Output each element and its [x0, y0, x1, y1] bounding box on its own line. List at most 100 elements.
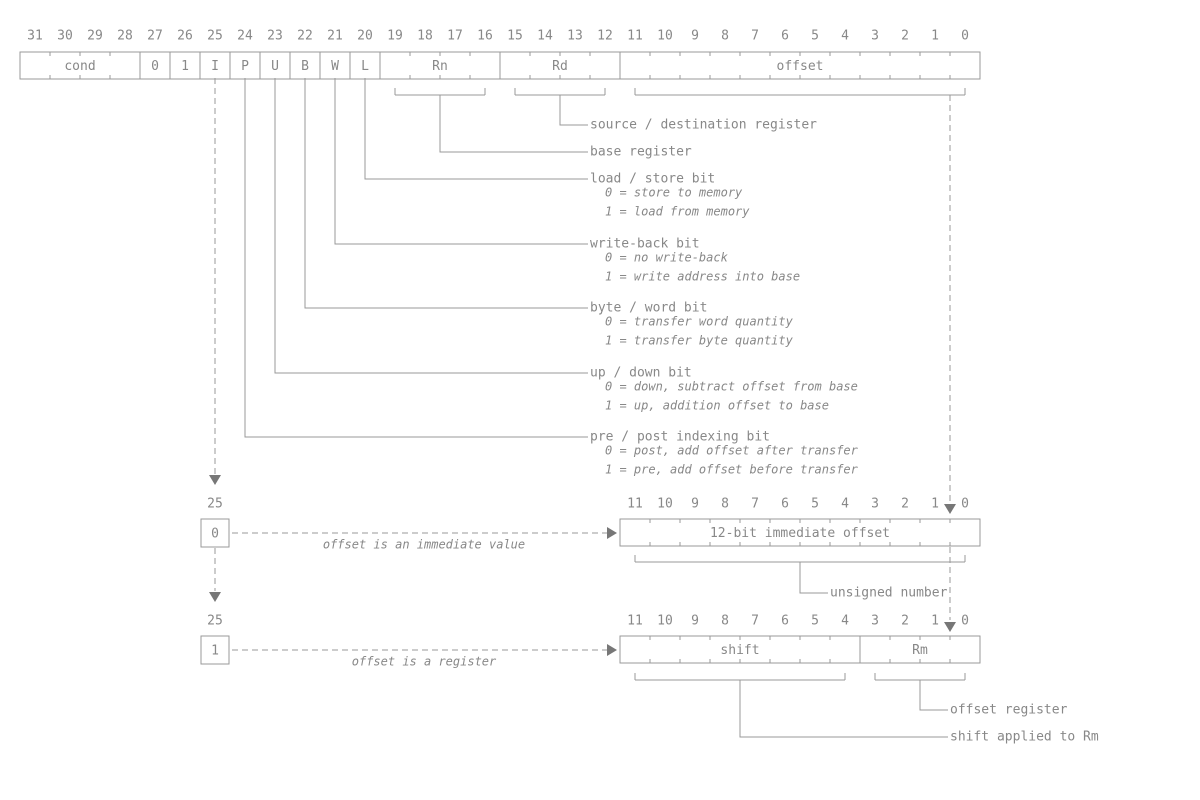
- bit-number: 23: [267, 29, 283, 44]
- description-note: 0 = transfer word quantity: [605, 315, 794, 329]
- bit-number: 10: [657, 614, 673, 629]
- bit-number: 28: [117, 29, 133, 44]
- description: unsigned number: [830, 586, 948, 601]
- description: base register: [590, 145, 692, 160]
- bit-number: 11: [627, 497, 643, 512]
- bit-number: 20: [357, 29, 373, 44]
- bit-number: 8: [721, 497, 729, 512]
- bit-number: 9: [691, 614, 699, 629]
- description: pre / post indexing bit: [590, 430, 770, 445]
- field-label: Rm: [912, 643, 928, 658]
- field-label: offset: [777, 59, 824, 74]
- bit-number: 21: [327, 29, 343, 44]
- description-note: 1 = write address into base: [605, 270, 800, 284]
- bit-box: [200, 518, 230, 548]
- leader-line: [919, 680, 948, 711]
- leader-line: [274, 78, 588, 374]
- leader-line: [739, 680, 948, 738]
- bit-number: 2: [901, 29, 909, 44]
- description-note: 0 = store to memory: [605, 186, 743, 200]
- bit-number: 9: [691, 497, 699, 512]
- bit-number: 6: [781, 29, 789, 44]
- field-label: Rn: [432, 59, 448, 74]
- description-note: 0 = down, subtract offset from base: [605, 380, 858, 394]
- bit-number: 11: [627, 614, 643, 629]
- field-label: Rd: [552, 59, 568, 74]
- bit-number: 1: [931, 29, 939, 44]
- field-label: 1: [181, 59, 189, 74]
- description-note: 1 = pre, add offset before transfer: [605, 463, 859, 477]
- bit-number: 22: [297, 29, 313, 44]
- arrow: [607, 644, 617, 656]
- field-label: shift: [720, 643, 759, 658]
- bit-number: 6: [781, 614, 789, 629]
- caption: offset is a register: [352, 655, 497, 669]
- arrow: [607, 527, 617, 539]
- arrow: [209, 475, 221, 485]
- description: shift applied to Rm: [950, 730, 1099, 745]
- field-label: I: [211, 59, 219, 74]
- bit-number: 5: [811, 497, 819, 512]
- bit-number: 13: [567, 29, 583, 44]
- bit-number: 31: [27, 29, 43, 44]
- bit-number: 1: [931, 614, 939, 629]
- bit-number: 10: [657, 497, 673, 512]
- bit-number: 19: [387, 29, 403, 44]
- bit-number: 15: [507, 29, 523, 44]
- bit-number: 7: [751, 497, 759, 512]
- arrow: [944, 504, 956, 514]
- description-note: 1 = up, addition offset to base: [605, 399, 829, 413]
- description: up / down bit: [590, 366, 692, 381]
- bit-number: 5: [811, 29, 819, 44]
- description: byte / word bit: [590, 301, 707, 316]
- bit-number: 25: [207, 29, 223, 44]
- bit-number: 16: [477, 29, 493, 44]
- bit-number: 3: [871, 29, 879, 44]
- bit-number: 2: [901, 614, 909, 629]
- bit-number: 24: [237, 29, 253, 44]
- bit-value: 0: [211, 527, 219, 542]
- bit-number: 3: [871, 614, 879, 629]
- bit-number: 0: [961, 29, 969, 44]
- description-note: 0 = no write-back: [605, 251, 729, 265]
- field-label: B: [301, 59, 309, 74]
- field-label: L: [361, 59, 369, 74]
- bit-number: 8: [721, 29, 729, 44]
- field-label: U: [271, 59, 279, 74]
- description: write-back bit: [590, 237, 700, 252]
- leader-line: [799, 562, 828, 594]
- bit-number: 17: [447, 29, 463, 44]
- bit-number: 10: [657, 29, 673, 44]
- leader-line: [364, 78, 588, 180]
- bit-number: 4: [841, 614, 849, 629]
- description-note: 0 = post, add offset after transfer: [605, 444, 859, 458]
- bit-number: 18: [417, 29, 433, 44]
- leader-line: [334, 78, 588, 245]
- bit-number: 29: [87, 29, 103, 44]
- bit-number: 5: [811, 614, 819, 629]
- bit-number: 7: [751, 614, 759, 629]
- bit-number: 9: [691, 29, 699, 44]
- description: load / store bit: [590, 172, 715, 187]
- leader-line: [439, 95, 588, 153]
- bit-number: 3: [871, 497, 879, 512]
- caption: offset is an immediate value: [323, 538, 525, 552]
- bit-number: 6: [781, 497, 789, 512]
- arrow: [944, 622, 956, 632]
- bit-number: 7: [751, 29, 759, 44]
- bit-number: 0: [961, 614, 969, 629]
- bit-value: 1: [211, 644, 219, 659]
- bit-number: 11: [627, 29, 643, 44]
- bit-number: 26: [177, 29, 193, 44]
- leader-line: [304, 78, 588, 309]
- bit-number: 4: [841, 29, 849, 44]
- leader-line: [244, 78, 588, 438]
- field-label: 12-bit immediate offset: [710, 526, 890, 541]
- description: offset register: [950, 703, 1068, 718]
- field-label: P: [241, 59, 249, 74]
- bit-number: 25: [207, 614, 223, 629]
- bit-number: 27: [147, 29, 163, 44]
- bit-number: 14: [537, 29, 553, 44]
